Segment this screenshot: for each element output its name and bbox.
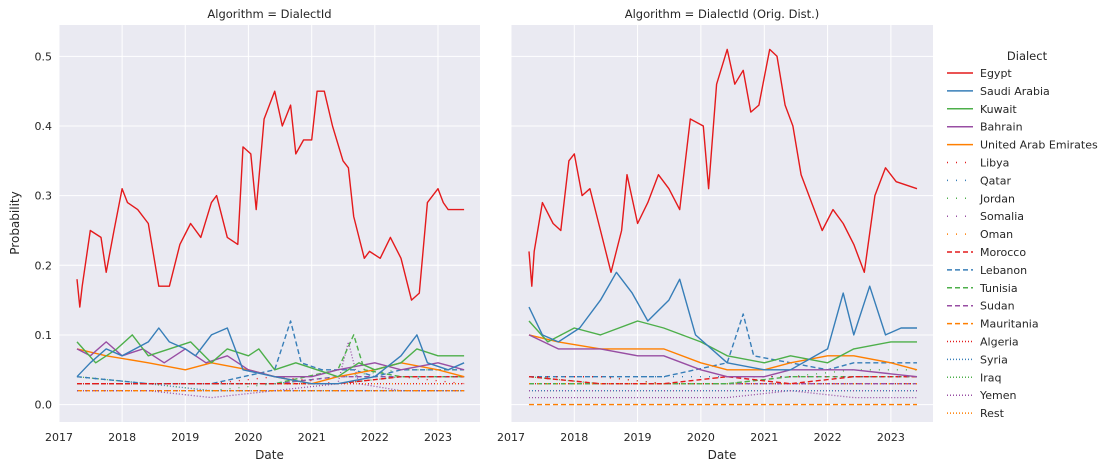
legend-label: Mauritania [980,318,1039,331]
legend-label: Rest [980,407,1005,420]
x-tick-label: 2022 [814,431,842,444]
series-lines [76,90,465,399]
panel-title: Algorithm = DialectId [207,7,331,21]
legend-label: Kuwait [980,103,1017,116]
x-tick-label: 2018 [560,431,588,444]
legend-label: Morocco [980,246,1026,259]
x-tick-label: 2019 [624,431,652,444]
x-tick-label: 2022 [361,431,389,444]
series-lines [528,48,918,406]
x-axis-label: Date [708,448,737,462]
series-line-saudi-arabia [76,327,465,385]
legend-label: Libya [980,157,1009,170]
x-tick-label: 2017 [45,431,73,444]
x-tick-label: 2023 [877,431,905,444]
series-line-egypt [528,48,918,287]
y-tick-label: 0.3 [35,190,53,203]
y-tick-label: 0.0 [35,399,53,412]
legend-label: Sudan [980,300,1015,313]
legend-label: Iraq [980,371,1002,384]
legend: Dialect Egypt Saudi Arabia Kuwait Bahrain Un… [947,49,1098,420]
legend-title: Dialect [1007,49,1048,63]
x-tick-label: 2017 [497,431,525,444]
legend-label: Somalia [980,210,1024,223]
series-line-egypt [76,90,465,308]
series-line-jordan [529,369,917,385]
x-tick-label: 2019 [171,431,199,444]
y-tick-label: 0.5 [35,50,53,63]
plot-area [511,25,933,422]
legend-label: Yemen [979,389,1017,402]
legend-label: Qatar [980,174,1011,187]
legend-label: Egypt [980,67,1012,80]
x-tick-label: 2021 [750,431,778,444]
legend-label: Lebanon [980,264,1027,277]
x-tick-label: 2023 [424,431,452,444]
x-axis-label: Date [255,448,284,462]
x-tick-label: 2020 [234,431,262,444]
legend-label: Bahrain [980,121,1023,134]
x-tick-label: 2021 [298,431,326,444]
legend-label: United Arab Emirates [980,139,1098,152]
series-line-bahrain [76,341,465,378]
legend-label: Tunisia [979,282,1018,295]
y-tick-label: 0.1 [35,329,53,342]
panel-title: Algorithm = DialectId (Orig. Dist.) [625,7,820,21]
panel-dialectid: 2017 2018 2019 2020 2021 2022 2023 0.00.10.20.… [8,7,480,462]
legend-label: Oman [980,228,1013,241]
series-line-bahrain [528,334,918,378]
x-tick-labels: 2017 2018 2019 2020 2021 2022 2023 [45,431,452,444]
legend-label: Jordan [979,192,1015,205]
y-tick-label: 0.4 [35,120,53,133]
series-line-lebanon [529,313,917,378]
y-axis-label: Probability [8,191,22,254]
y-tick-label: 0.2 [35,259,53,272]
x-tick-label: 2018 [108,431,136,444]
series-line-saudi-arabia [528,271,917,371]
legend-label: Saudi Arabia [980,85,1050,98]
legend-label: Syria [980,353,1008,366]
series-line-qatar [76,376,465,385]
legend-items: Egypt Saudi Arabia Kuwait Bahrain United Ara… [947,67,1098,420]
legend-label: Algeria [980,336,1019,349]
series-line-kuwait [76,334,465,378]
panel-dialectid-orig-dist: 2017 2018 2019 2020 2021 2022 2023 Algorithm =… [497,7,933,462]
x-tick-label: 2020 [687,431,715,444]
x-tick-labels: 2017 2018 2019 2020 2021 2022 2023 [497,431,905,444]
y-tick-labels: 0.0 0.1 0.2 0.3 0.4 0.5 [35,50,53,411]
series-line-yemen [529,390,917,399]
